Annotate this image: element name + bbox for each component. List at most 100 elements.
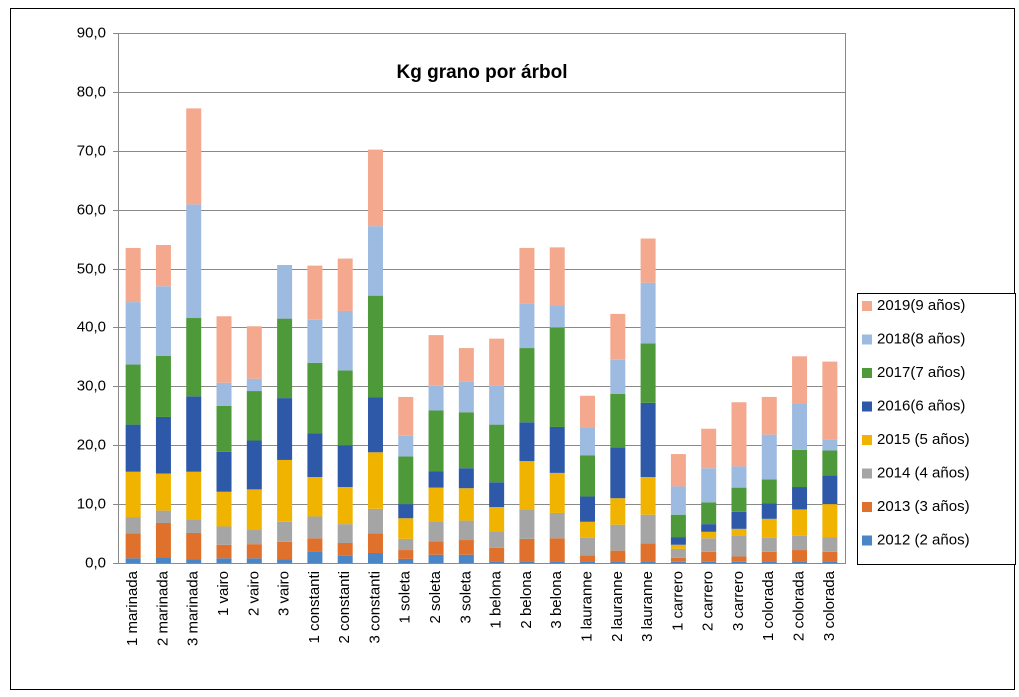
x-tick-label: 2 soleta — [427, 570, 444, 623]
bar-segment — [398, 538, 414, 551]
x-tick-label: 3 belona — [548, 570, 565, 628]
x-tick-label: 1 colorada — [760, 570, 777, 641]
y-tick-label: 30,0 — [77, 377, 106, 394]
bar-segment — [216, 558, 232, 563]
bar-segment — [216, 491, 232, 527]
bar-segment — [701, 538, 717, 552]
legend-label: 2012 (2 años) — [877, 531, 970, 548]
bar-segment — [640, 514, 656, 544]
bar-segment — [307, 433, 323, 478]
bar-segment — [367, 226, 383, 296]
bar-segment — [610, 498, 626, 525]
bar-segment — [580, 455, 596, 497]
bar-segment — [155, 416, 171, 474]
bar-segment — [670, 514, 686, 538]
bar-segment — [337, 370, 353, 446]
bar-segment — [428, 410, 444, 472]
bar-segment — [216, 451, 232, 492]
y-tick-label: 40,0 — [77, 318, 106, 335]
bar-segment — [307, 265, 323, 320]
bar-segment — [367, 508, 383, 534]
bar-segment — [792, 487, 808, 510]
x-tick-label: 3 marinada — [185, 570, 202, 646]
bar-segment — [822, 537, 838, 552]
bar-segment — [549, 561, 565, 563]
bar-segment — [428, 335, 444, 386]
legend-swatch — [862, 334, 872, 345]
bar-segment — [398, 396, 414, 436]
y-tick-label: 10,0 — [77, 495, 106, 512]
bar-segment — [640, 561, 656, 563]
bar-segment — [549, 426, 565, 473]
bar-segment — [549, 538, 565, 562]
bar-segment — [670, 544, 686, 549]
bar-segment — [792, 550, 808, 562]
bar-segment — [489, 547, 505, 562]
bar-segment — [580, 496, 596, 522]
bar-segment — [822, 504, 838, 538]
bar-segment — [761, 479, 777, 504]
y-tick-label: 50,0 — [77, 260, 106, 277]
bar-segment — [367, 295, 383, 398]
legend-swatch — [862, 435, 872, 445]
legend-swatch — [862, 301, 872, 311]
bar-segment — [367, 452, 383, 509]
x-tick-label: 1 belona — [488, 570, 505, 628]
bar-segment — [489, 424, 505, 483]
chart-title: Kg grano por árbol — [397, 62, 568, 83]
bar-segment — [761, 434, 777, 480]
bar-segment — [458, 412, 474, 469]
bar-segment — [580, 521, 596, 538]
bar-segment — [822, 561, 838, 563]
bar-segment — [458, 488, 474, 521]
bar-segment — [640, 282, 656, 344]
bar-segment — [367, 552, 383, 563]
bar-segment — [580, 395, 596, 428]
bar-segment — [186, 519, 202, 533]
bar-segment — [337, 542, 353, 556]
bar-segment — [186, 318, 202, 397]
bar-segment — [761, 537, 777, 552]
legend-label: 2013 (3 años) — [877, 498, 970, 515]
legend-label: 2019(9 años) — [877, 297, 965, 314]
bar-segment — [155, 510, 171, 523]
bar-segment — [610, 359, 626, 394]
bar-segment — [731, 466, 747, 488]
bar-segment — [428, 541, 444, 555]
bar-segment — [670, 548, 686, 558]
bar-segment — [610, 524, 626, 551]
bar-segment — [489, 385, 505, 425]
bar-segment — [580, 537, 596, 556]
x-tick-label: 1 marinada — [124, 570, 141, 646]
bar-segment — [822, 439, 838, 451]
bar-segment — [277, 521, 293, 542]
x-tick-label: 1 carrero — [669, 571, 686, 631]
bar-segment — [701, 524, 717, 532]
bar-segment — [337, 555, 353, 563]
bar-segment — [519, 510, 535, 539]
y-tick-label: 80,0 — [77, 83, 106, 100]
bar-segment — [731, 528, 747, 536]
bar-segment — [337, 258, 353, 311]
x-tick-label: 3 lauranne — [639, 571, 656, 642]
bar-segment — [458, 554, 474, 563]
bar-segment — [125, 424, 141, 472]
bar-segment — [761, 518, 777, 538]
bar-segment — [519, 461, 535, 510]
bar-segment — [519, 348, 535, 423]
chart-frame — [10, 8, 1015, 690]
bar-segment — [519, 561, 535, 563]
bar-segment — [549, 512, 565, 539]
bar-segment — [458, 381, 474, 413]
bar-segment — [458, 468, 474, 489]
bar-segment — [761, 551, 777, 562]
x-tick-label: 1 lauranne — [578, 571, 595, 642]
x-tick-label: 1 soleta — [397, 570, 414, 623]
bar-segment — [640, 343, 656, 403]
bar-segment — [307, 538, 323, 552]
bar-segment — [337, 310, 353, 371]
bar-segment — [307, 477, 323, 517]
bar-segment — [186, 471, 202, 520]
bar-segment — [731, 535, 747, 557]
bar-segment — [186, 532, 202, 560]
